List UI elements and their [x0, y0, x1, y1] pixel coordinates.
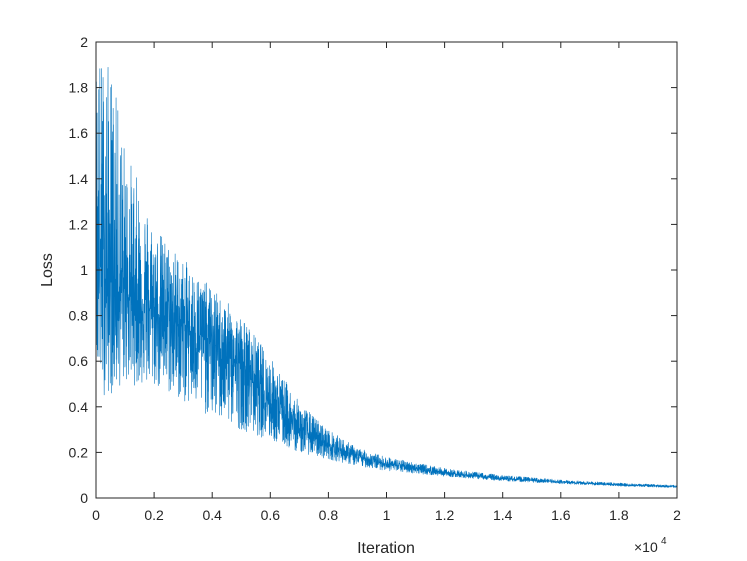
x-tick-label: 0.6	[261, 507, 281, 523]
x-tick-label: 0.2	[144, 507, 164, 523]
y-tick-label: 0	[80, 490, 88, 506]
loss-series-line	[95, 66, 678, 488]
x-tick-label: 1.4	[493, 507, 513, 523]
x-tick-label: 1.6	[551, 507, 571, 523]
x-multiplier-label: ×10	[634, 539, 658, 555]
y-tick-label: 1	[80, 262, 88, 278]
x-multiplier-exponent: 4	[661, 536, 667, 547]
plot-background	[96, 42, 677, 498]
y-tick-label: 1.8	[69, 80, 89, 96]
x-tick-label: 0	[92, 507, 100, 523]
ticks-layer	[95, 41, 678, 499]
x-tick-label: 2	[673, 507, 681, 523]
y-tick-label: 1.4	[69, 171, 89, 187]
x-tick-label: 1.2	[435, 507, 455, 523]
y-tick-label: 0.8	[69, 308, 89, 324]
y-tick-label: 0.2	[69, 444, 89, 460]
tick-labels-layer: 0 0.2 0.4 0.6 0.8 1 1.2 1.4 1.6 1.8 2 0 0.2 0.4 0.6 0.8…	[69, 34, 682, 523]
y-tick-label: 0.6	[69, 353, 89, 369]
y-axis-label: Loss	[39, 253, 56, 287]
x-axis-label: Iteration	[357, 540, 415, 557]
x-tick-label: 0.4	[202, 507, 222, 523]
y-tick-label: 1.2	[69, 216, 89, 232]
x-tick-label: 1	[383, 507, 391, 523]
y-tick-label: 2	[80, 34, 88, 50]
y-tick-label: 0.4	[69, 399, 89, 415]
series-layer	[95, 66, 678, 488]
x-tick-label: 1.8	[609, 507, 629, 523]
x-tick-label: 0.8	[319, 507, 339, 523]
y-tick-label: 1.6	[69, 125, 89, 141]
